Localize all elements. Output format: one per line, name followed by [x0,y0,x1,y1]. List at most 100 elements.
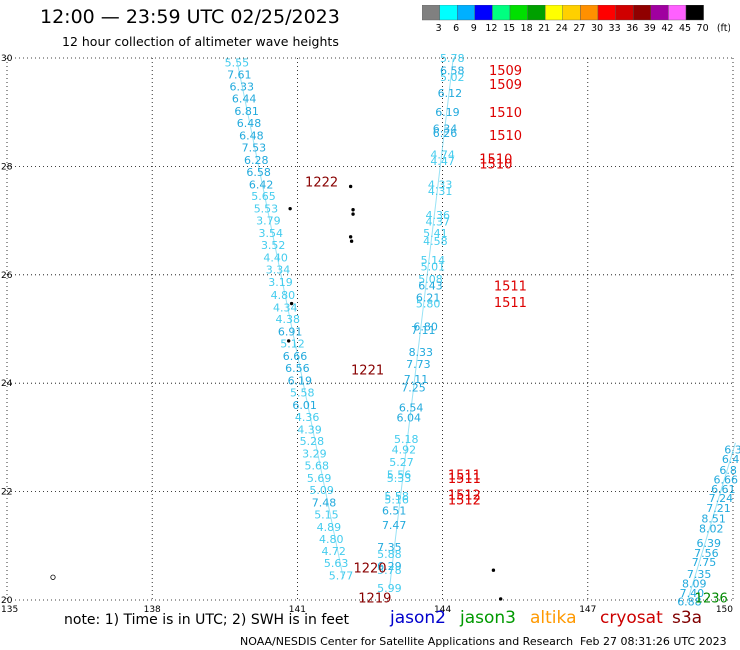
pass-time-label: 1512 [448,494,481,509]
colorbar-tick-label: 36 [626,23,638,34]
colorbar-tick-label: 21 [538,23,550,34]
swh-value-label: 6.01 [292,399,317,412]
colorbar-swatch [685,5,704,21]
island-marker [491,568,496,572]
pass-time-label: 1512 [448,488,481,503]
swh-value-label: 6.8 [719,464,737,477]
x-tick-label: 135 [1,605,18,615]
swh-value-label: 6.29 [377,560,402,573]
swh-value-label: 6.12 [438,87,463,100]
swh-value-label: 7.73 [406,358,431,371]
swh-value-label: 8.51 [701,513,726,526]
swh-value-label: 7.21 [706,502,731,515]
swh-value-label: 5.53 [254,203,279,216]
colorbar-tick-label: 12 [485,23,497,34]
island-marker [349,239,354,243]
swh-value-label: 6.4 [722,453,740,466]
swh-value-label: 5.78 [440,52,465,65]
swh-value-label: 4.36 [295,411,320,424]
swh-value-label: 4.92 [392,443,417,456]
swh-value-label: 6.61 [711,483,736,496]
swh-value-label: 5.12 [280,338,305,351]
swh-value-label: 6.3 [724,443,740,456]
y-tick-label: 30 [1,54,13,64]
swh-value-label: 5.18 [394,433,419,446]
swh-value-label: 3.54 [259,227,284,240]
pass-time-label: 1511 [494,296,527,311]
pass-time-label: 1509 [489,78,522,93]
swh-value-label: 4.33 [428,178,453,191]
swh-value-label: 3.29 [302,448,327,461]
swh-value-label: 6.44 [232,93,257,106]
swh-value-label: 7.11 [411,324,436,337]
swh-value-label: 3.79 [256,215,281,228]
swh-value-label: 3.34 [266,263,291,276]
x-tick-label: 144 [434,605,451,615]
swh-value-label: 5.28 [300,435,325,448]
swh-value-label: 5.27 [389,456,414,469]
colorbar-tick-label: 27 [573,23,585,34]
swh-value-label: 6.48 [237,117,262,130]
colorbar-unit-label: (ft) [717,23,730,34]
y-tick-label: 28 [1,162,13,172]
swh-value-label: 5.08 [418,273,443,286]
colorbar-tick-label: 24 [556,23,568,34]
colorbar-tick-label: 42 [661,23,673,34]
x-tick-label: 141 [289,605,306,615]
pass-time-label: 1510 [489,129,522,144]
swh-value-label: 6.43 [418,280,443,293]
swh-value-label: 6.28 [244,154,269,167]
colorbar-tick-label: 39 [644,23,656,34]
island-marker [289,301,294,306]
y-tick-label: 26 [1,271,13,281]
swh-value-label: 7.35 [377,541,402,554]
swh-value-label: 6.54 [399,402,424,415]
swh-value-label: 5.99 [377,582,402,595]
y-tick-label: 22 [1,488,12,498]
swh-value-label: 8.02 [699,522,724,535]
swh-value-label: 4.34 [273,301,298,314]
swh-value-label: 6.42 [249,178,274,191]
swh-value-label: 6.39 [697,537,722,550]
island-marker [351,212,355,216]
pass-time-label: 1511 [448,472,481,487]
island-marker [348,184,353,189]
satellite-track-line [236,60,344,579]
swh-value-label: 5.09 [309,484,334,497]
swh-value-label: 6.51 [382,505,407,518]
swh-value-label: 6.91 [278,326,303,339]
swh-value-label: 5.68 [305,460,330,473]
swh-value-label: 7.75 [692,556,717,569]
swh-value-label: 4.80 [319,533,344,546]
swh-value-label: 8.09 [682,578,707,591]
swh-value-label: 6.81 [234,105,259,118]
legend-cryosat: cryosat [600,608,663,628]
swh-value-label: 6.88 [677,596,702,609]
swh-value-label: 7.35 [687,568,712,581]
pass-time-label: 1510 [479,152,512,167]
swh-value-label: 5.63 [324,557,349,570]
swh-value-label: 5.88 [377,548,402,561]
swh-value-label: 4.40 [263,251,288,264]
y-tick-label: 24 [1,379,13,389]
swh-value-label: 4.39 [297,423,322,436]
swh-value-label: 4.58 [423,235,448,248]
swh-value-label: 5.16 [384,494,409,507]
swh-value-label: 4.31 [428,185,453,198]
island-marker [348,235,353,239]
swh-value-label: 5.41 [423,227,448,240]
island-marker [50,574,56,580]
swh-value-label: 3.52 [261,239,286,252]
swh-value-label: 8.33 [409,346,434,359]
swh-value-label: 5.14 [421,254,446,267]
swh-value-label: 6.04 [396,411,421,424]
colorbar-tick-label: 33 [609,23,621,34]
swh-value-label: 7.11 [404,373,429,386]
pass-time-label: 1510 [479,158,512,173]
pass-time-label: 1222 [305,176,338,191]
legend-jason3: jason3 [460,608,516,628]
swh-value-label: 5.56 [387,468,412,481]
swh-value-label: 7.47 [382,519,407,532]
island-marker [286,339,291,343]
